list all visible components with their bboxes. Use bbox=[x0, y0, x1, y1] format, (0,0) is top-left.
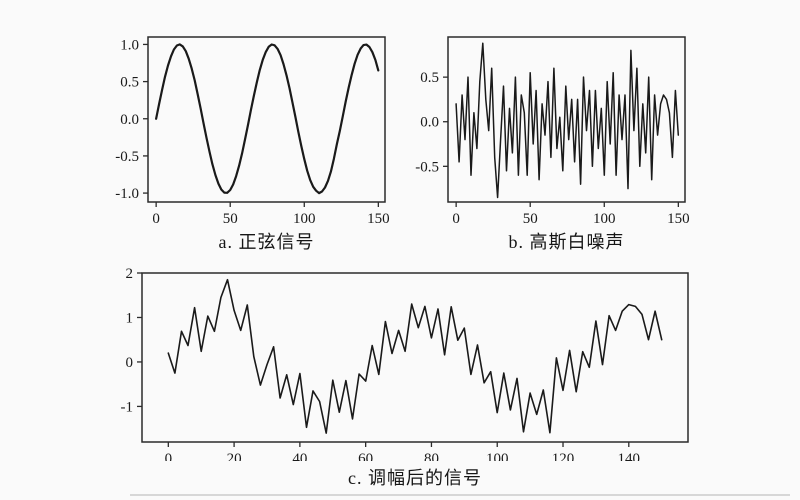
axes-frame bbox=[147, 36, 386, 203]
y-tick-label: -0.5 bbox=[415, 159, 439, 175]
noise-line bbox=[455, 42, 680, 199]
caption-sine-signal: a. 正弦信号 bbox=[218, 232, 315, 252]
sine-line bbox=[154, 43, 380, 195]
x-tick-label: 120 bbox=[552, 451, 575, 461]
x-tick-label: 80 bbox=[424, 451, 439, 461]
x-tick-label: 50 bbox=[523, 211, 538, 225]
x-tick-label: 0 bbox=[152, 211, 160, 225]
y-tick-label: 0.5 bbox=[120, 75, 139, 91]
sine-signal-chart: 0 50 100 150 -1.0 -0.5 0.0 0.5 1.0 bbox=[115, 36, 390, 225]
x-tick-label: 0 bbox=[452, 211, 460, 225]
x-tick-label: 140 bbox=[618, 451, 641, 461]
axes-frame bbox=[141, 272, 689, 443]
y-tick-label: 0 bbox=[126, 355, 134, 371]
x-tick-label: 0 bbox=[165, 451, 173, 461]
page-divider bbox=[130, 494, 790, 496]
x-tick-label: 20 bbox=[227, 451, 242, 461]
y-tick-label: 0.0 bbox=[420, 115, 439, 131]
y-tick-label: -1.0 bbox=[115, 186, 139, 202]
x-tick-label: 150 bbox=[367, 211, 390, 225]
x-tick-label: 40 bbox=[292, 451, 307, 461]
figure-sine-signal: 0 50 100 150 -1.0 -0.5 0.0 0.5 1.0 a. 正弦信号 bbox=[85, 25, 395, 260]
y-tick-label: 0.5 bbox=[420, 70, 439, 86]
y-tick-label: 0.0 bbox=[120, 112, 139, 128]
caption-modulated-signal: c. 调幅后的信号 bbox=[348, 468, 482, 488]
x-tick-label: 100 bbox=[293, 211, 316, 225]
x-tick-label: 50 bbox=[223, 211, 238, 225]
y-tick-label: 2 bbox=[126, 266, 134, 282]
modulated-line bbox=[167, 278, 663, 434]
figure-gaussian-noise: 0 50 100 150 -0.5 0.0 0.5 b. 高斯白噪声 bbox=[385, 25, 695, 260]
y-tick-label: 1.0 bbox=[120, 37, 139, 53]
x-tick-label: 100 bbox=[486, 451, 509, 461]
y-tick-label: -0.5 bbox=[115, 149, 139, 165]
y-tick-label: -1 bbox=[121, 399, 134, 415]
x-tick-label: 150 bbox=[667, 211, 690, 225]
x-tick-label: 100 bbox=[593, 211, 616, 225]
figure-modulated-signal: 0 20 40 60 80 100 120 140 -1 0 1 2 c. 调幅后的信号 bbox=[79, 261, 704, 496]
gaussian-noise-chart: 0 50 100 150 -0.5 0.0 0.5 bbox=[415, 36, 690, 225]
axes-frame bbox=[447, 36, 686, 203]
y-tick-label: 1 bbox=[126, 310, 134, 326]
x-tick-label: 60 bbox=[358, 451, 373, 461]
modulated-signal-chart: 0 20 40 60 80 100 120 140 -1 0 1 2 bbox=[121, 266, 689, 461]
caption-gaussian-noise: b. 高斯白噪声 bbox=[508, 232, 625, 252]
